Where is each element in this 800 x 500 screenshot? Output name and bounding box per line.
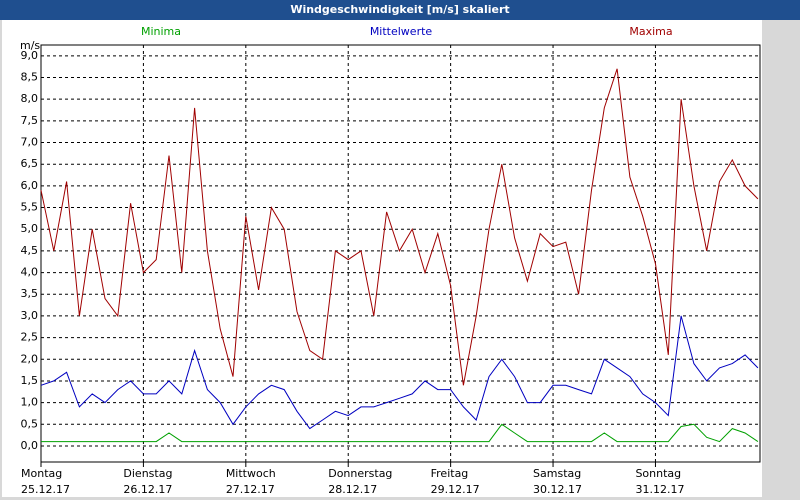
chart-title: Windgeschwindigkeit [m/s] skaliert — [290, 3, 509, 16]
x-tick-label: Freitag 29.12.17 — [431, 467, 480, 496]
y-tick-label: 1,5 — [21, 374, 39, 387]
series-line — [40, 315, 759, 430]
plot-frame — [40, 44, 761, 463]
x-tick-label: Sonntag 31.12.17 — [635, 467, 684, 496]
y-tick-label: 8,0 — [21, 92, 39, 105]
series-line — [40, 68, 759, 386]
y-tick-label: 4,0 — [21, 266, 39, 279]
x-tick-label: Dienstag 26.12.17 — [123, 467, 172, 496]
y-tick-label: 7,0 — [21, 136, 39, 149]
y-tick-label: 1,0 — [21, 396, 39, 409]
legend-entry: Minima — [141, 25, 181, 38]
x-tick-label: Donnerstag 28.12.17 — [328, 467, 392, 496]
x-tick-label: Montag 25.12.17 — [21, 467, 70, 496]
series-line — [41, 423, 759, 443]
legend-entry: Mittelwerte — [370, 25, 433, 38]
y-tick-label: 0,5 — [21, 417, 39, 430]
panel — [2, 20, 762, 497]
y-tick-label: 3,0 — [21, 309, 39, 322]
y-tick-label: 8,5 — [21, 71, 39, 84]
y-tick-label: 0,0 — [21, 439, 39, 452]
y-tick-label: 9,0 — [21, 49, 39, 62]
y-tick-label: 5,5 — [21, 201, 39, 214]
y-tick-label: 3,5 — [21, 287, 39, 300]
x-tick-label: Samstag 30.12.17 — [533, 467, 582, 496]
y-tick-label: 6,5 — [21, 157, 39, 170]
x-tick-label: Mittwoch 27.12.17 — [226, 467, 276, 496]
legend-entry: Maxima — [629, 25, 672, 38]
y-tick-label: 4,5 — [21, 244, 39, 257]
y-tick-label: 7,5 — [21, 114, 39, 127]
title-bar — [0, 0, 800, 20]
y-tick-label: 5,0 — [21, 222, 39, 235]
y-tick-label: 6,0 — [21, 179, 39, 192]
y-tick-label: 2,5 — [21, 331, 39, 344]
y-unit: m/s — [20, 39, 40, 52]
y-tick-label: 2,0 — [21, 352, 39, 365]
